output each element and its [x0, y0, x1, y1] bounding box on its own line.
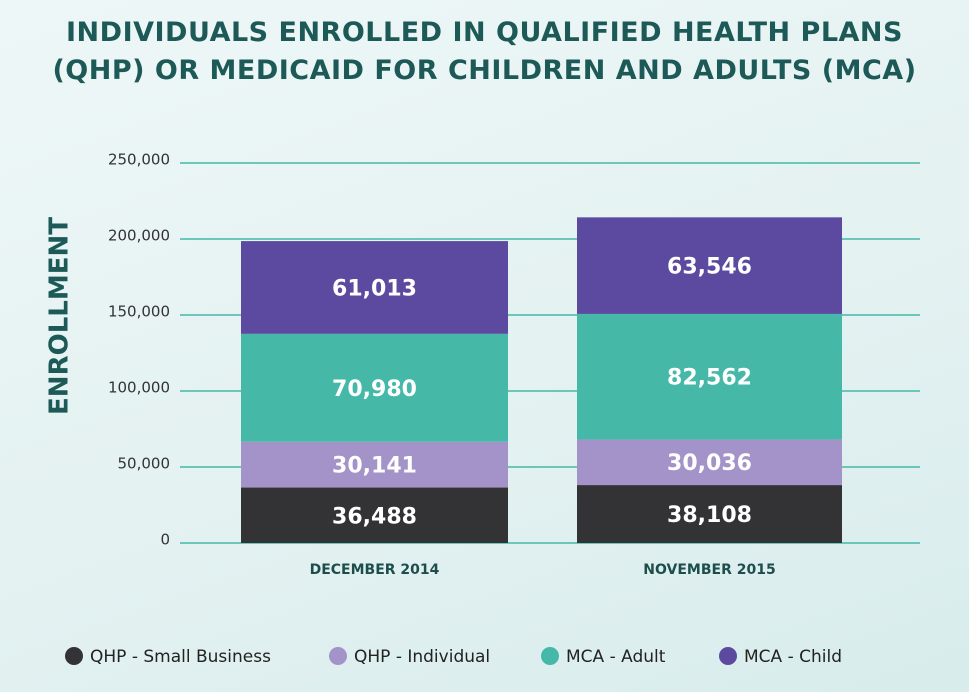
bar-segment	[577, 485, 842, 543]
y-tick-label: 50,000	[118, 455, 171, 473]
bar-segment	[241, 487, 508, 543]
legend-marker	[541, 647, 559, 665]
bar-segment	[577, 313, 842, 440]
data-label: 63,546	[667, 255, 752, 280]
data-label: 70,980	[332, 377, 417, 402]
data-label: 36,488	[332, 504, 417, 529]
x-tick-label: DECEMBER 2014	[310, 562, 440, 578]
legend-label: MCA - Adult	[566, 647, 666, 667]
legend-marker	[719, 647, 737, 665]
y-tick-label: 150,000	[108, 303, 170, 321]
bar-segment	[241, 441, 508, 488]
bar-segment	[577, 217, 842, 314]
data-label: 61,013	[332, 276, 417, 301]
x-tick-label: NOVEMBER 2015	[643, 562, 775, 578]
data-label: 82,562	[667, 366, 752, 391]
y-tick-label: 250,000	[108, 151, 170, 169]
legend-label: QHP - Small Business	[90, 647, 271, 667]
y-tick-label: 0	[160, 531, 170, 549]
bar-segment	[241, 333, 508, 442]
data-label: 38,108	[667, 503, 752, 528]
y-axis-label: ENROLLMENT	[45, 217, 75, 415]
bar-segment	[241, 241, 508, 334]
data-label: 30,036	[667, 451, 752, 476]
legend-marker	[65, 647, 83, 665]
y-tick-label: 100,000	[108, 379, 170, 397]
bar-segment	[577, 439, 842, 486]
legend-marker	[329, 647, 347, 665]
legend-label: MCA - Child	[744, 647, 842, 667]
data-label: 30,141	[332, 454, 417, 479]
y-tick-label: 200,000	[108, 227, 170, 245]
legend-label: QHP - Individual	[354, 647, 490, 667]
chart-title: INDIVIDUALS ENROLLED IN QUALIFIED HEALTH…	[52, 17, 917, 86]
